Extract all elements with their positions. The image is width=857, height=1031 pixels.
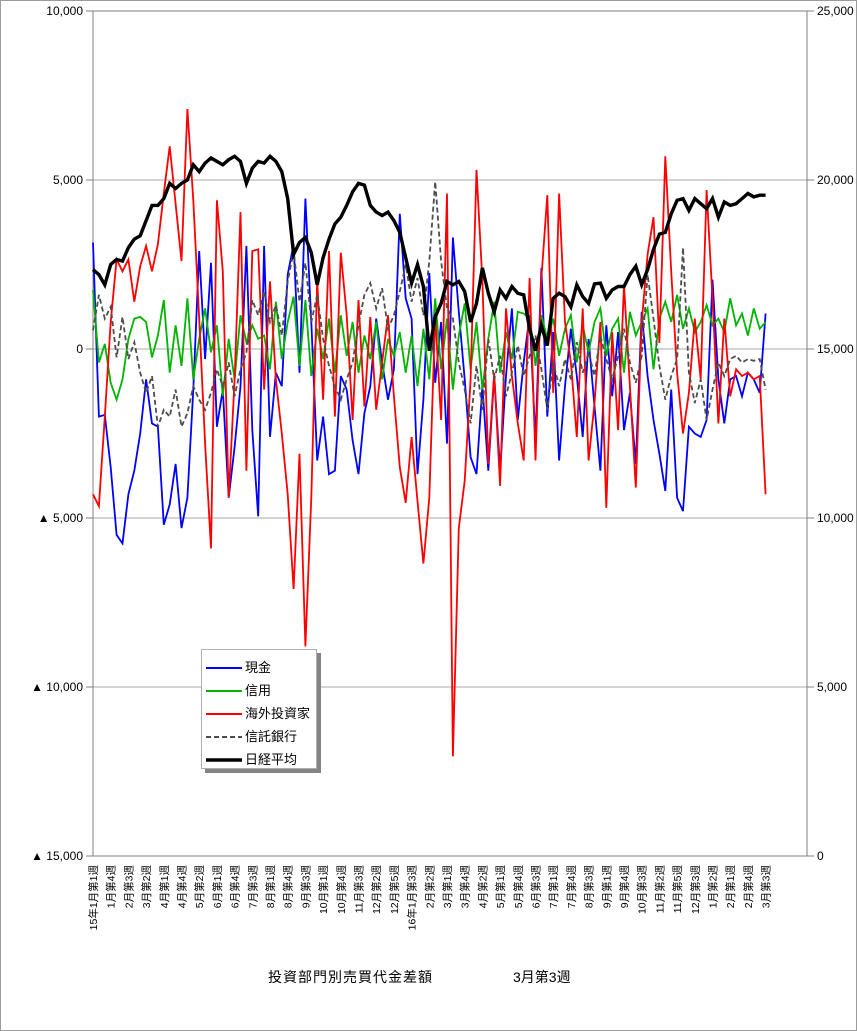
x-axis-tick-label: 3月第2週 <box>140 865 153 909</box>
legend-swatch-foreign-investors <box>206 712 242 715</box>
y-axis-label-right: 0 <box>817 849 824 863</box>
x-axis-tick-label: 3月第1週 <box>441 865 454 909</box>
x-axis-tick-label: 10月第4週 <box>335 865 348 915</box>
y-axis-label-left: 5,000 <box>53 173 83 187</box>
x-axis-tick-label: 9月第1週 <box>600 865 613 909</box>
x-axis-tick-label: 2月第3週 <box>122 865 135 909</box>
x-axis-tick-label: 11月第3週 <box>353 865 366 914</box>
y-axis-label-left: 0 <box>76 342 83 356</box>
x-axis-tick-label: 10月第1週 <box>317 865 330 915</box>
x-axis-tick-label: 12月第2週 <box>370 865 383 915</box>
y-axis-label-left: 10,000 <box>46 4 83 18</box>
x-axis-tick-label: 3月第3週 <box>760 865 773 909</box>
legend-swatch-trust-banks <box>206 735 242 738</box>
y-axis-label-left: ▲ 15,000 <box>31 849 83 863</box>
x-axis-tick-label: 1月第2週 <box>707 865 720 909</box>
x-axis-tick-label: 12月第3週 <box>689 865 702 915</box>
x-axis-tick-label: 11月第5週 <box>671 865 684 914</box>
x-axis-tick-label: 4月第2週 <box>476 865 489 909</box>
series-line-nikkei-average <box>91 153 766 352</box>
y-axis-label-right: 15,000 <box>817 342 854 356</box>
x-axis-tick-label: 3月第4週 <box>459 865 472 909</box>
legend-label-foreign-investors: 海外投資家 <box>245 706 311 721</box>
legend-swatch-margin <box>206 689 242 692</box>
x-axis-tick-label: 9月第3週 <box>299 865 312 909</box>
x-axis-tick-label: 2月第2週 <box>423 865 436 909</box>
y-axis-label-right: 20,000 <box>817 173 854 187</box>
x-axis-tick-label: 5月第1週 <box>494 865 507 909</box>
legend-swatch-nikkei-average <box>206 757 242 762</box>
x-axis-tick-label: 4月第1週 <box>158 865 171 909</box>
x-axis-tick-label: 15年1月第1週 <box>87 865 100 931</box>
x-axis-tick-label: 9月第4週 <box>618 865 631 909</box>
x-axis-tick-label: 16年1月第3週 <box>406 865 419 931</box>
x-axis-tick-label: 11月第2週 <box>653 865 666 914</box>
x-axis-tick-label: 10月第3週 <box>636 865 649 915</box>
legend-item-margin: 信用 <box>206 679 316 702</box>
legend-item-cash: 現金 <box>206 656 316 679</box>
x-axis-tick-label: 8月第3週 <box>583 865 596 909</box>
series-line-cash <box>92 198 767 546</box>
series-line-margin <box>92 289 767 403</box>
x-axis-tick-label: 7月第1週 <box>547 865 560 909</box>
x-axis-tick-label: 6月第3週 <box>530 865 543 909</box>
x-axis-tick-label: 4月第4週 <box>176 865 189 909</box>
chart-legend: 現金信用海外投資家信託銀行日経平均 <box>201 649 317 769</box>
x-axis-tick-label: 7月第4週 <box>565 865 578 909</box>
legend-label-cash: 現金 <box>245 660 272 675</box>
x-axis-tick-label: 7月第3週 <box>246 865 259 909</box>
chart-bottom-caption: 投資部門別売買代金差額 <box>268 969 433 985</box>
y-axis-label-right: 10,000 <box>817 511 854 525</box>
x-axis-tick-label: 6月第1週 <box>211 865 224 909</box>
y-axis-label-right: 5,000 <box>817 680 847 694</box>
y-axis-label-left: ▲ 5,000 <box>38 511 84 525</box>
legend-label-nikkei-average: 日経平均 <box>245 752 298 767</box>
x-axis-tick-label: 2月第4週 <box>742 865 755 909</box>
y-axis-label-right: 25,000 <box>817 4 854 18</box>
x-axis-tick-label: 2月第1週 <box>724 865 737 909</box>
series-line-foreign-investors <box>92 108 767 757</box>
y-axis-label-left: ▲ 10,000 <box>31 680 83 694</box>
legend-label-trust-banks: 信託銀行 <box>245 729 298 744</box>
legend-swatch-cash <box>206 666 242 669</box>
x-axis-tick-label: 1月第4週 <box>105 865 118 909</box>
series-line-trust-banks <box>92 181 767 430</box>
legend-item-trust-banks: 信託銀行 <box>206 725 316 748</box>
chart-latest-week-label: 3月第3週 <box>513 969 571 985</box>
legend-label-margin: 信用 <box>245 683 272 698</box>
legend-item-foreign-investors: 海外投資家 <box>206 702 316 725</box>
x-axis-tick-label: 5月第2週 <box>193 865 206 909</box>
x-axis-tick-label: 8月第4週 <box>282 865 295 909</box>
x-axis-tick-label: 6月第4週 <box>229 865 242 909</box>
legend-item-nikkei-average: 日経平均 <box>206 748 316 771</box>
x-axis-tick-label: 8月第1週 <box>264 865 277 909</box>
x-axis-tick-label: 12月第5週 <box>388 865 401 915</box>
x-axis-tick-label: 5月第4週 <box>512 865 525 909</box>
